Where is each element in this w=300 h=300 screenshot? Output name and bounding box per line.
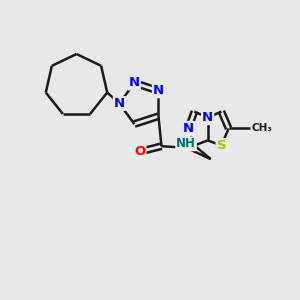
Text: N: N [202,111,213,124]
Text: N: N [183,122,194,135]
Text: O: O [134,145,146,158]
Text: S: S [217,139,226,152]
Text: N: N [114,97,125,110]
Text: N: N [129,76,140,89]
Text: N: N [153,84,164,97]
Text: CH₃: CH₃ [252,123,273,134]
Text: NH: NH [176,137,196,150]
